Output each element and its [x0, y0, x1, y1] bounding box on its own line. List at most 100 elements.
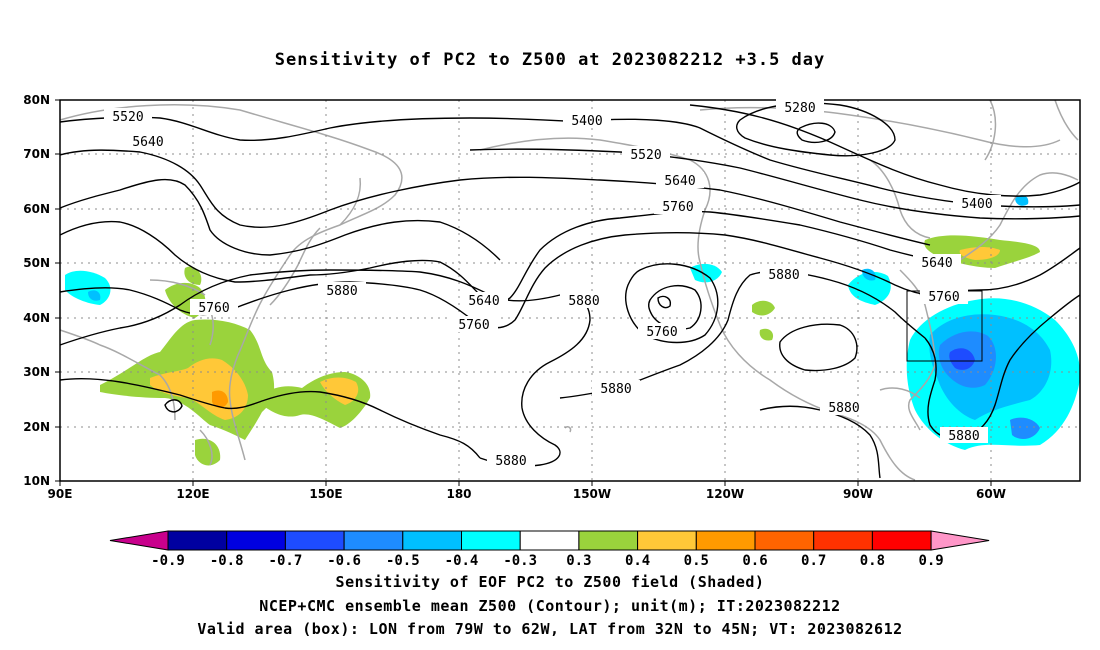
contour-label: 5760	[646, 325, 677, 340]
shade-yellow-canada	[959, 247, 1000, 260]
coast-hawaii	[564, 426, 572, 433]
colorbar-label: 0.3	[566, 553, 591, 569]
contour-label: 5400	[571, 114, 602, 129]
lon-label: 90W	[843, 487, 873, 501]
colorbar-label: -0.9	[151, 553, 185, 569]
lat-label: 80N	[23, 93, 50, 107]
shade-negative-pacificnw	[690, 263, 722, 283]
lat-label: 60N	[23, 202, 50, 216]
contour-label: 5880	[568, 294, 599, 309]
colorbar-label: -0.5	[386, 553, 420, 569]
contour-label: 5280	[784, 101, 815, 116]
lat-label: 10N	[23, 474, 50, 488]
contour-5280-inner	[796, 122, 836, 144]
coast-greenland	[984, 99, 1079, 161]
colorbar-cell	[461, 530, 521, 551]
colorbar-label: -0.4	[445, 553, 479, 569]
colorbar-cell	[695, 530, 756, 551]
contour-label: 5520	[630, 148, 661, 163]
grid-lines	[60, 100, 1080, 481]
contour-5400	[689, 104, 1081, 197]
coast-cuba	[879, 387, 921, 399]
contour-label-extra: 5880	[940, 427, 988, 444]
colorbar-label: 0.9	[918, 553, 943, 569]
colorbar-cell	[637, 530, 697, 551]
lat-label: 70N	[23, 147, 50, 161]
colorbar-label: -0.7	[269, 553, 303, 569]
colorbar: -0.9 -0.8 -0.7 -0.6 -0.5 -0.4 -0.3 0.3 0.4 0.5 0.6…	[109, 530, 990, 569]
colorbar-cell	[343, 530, 404, 551]
colorbar-label: -0.3	[503, 553, 537, 569]
shade-negative-atlantic-4	[949, 348, 975, 370]
tick-marks	[55, 99, 992, 486]
colorbar-cell	[871, 530, 932, 551]
colorbar-cell	[754, 530, 815, 551]
shade-positive-eastasia-4	[195, 438, 221, 466]
contour-label: 5640	[132, 135, 163, 150]
contour-small-asia	[164, 399, 183, 413]
lon-label: 180	[446, 487, 471, 501]
colorbar-cell	[813, 530, 873, 551]
colorbar-cell	[402, 530, 462, 551]
colorbar-label: 0.6	[742, 553, 767, 569]
contour-label: 5880	[828, 401, 859, 416]
contour-label: 5760	[928, 290, 959, 305]
caption-line2: NCEP+CMC ensemble mean Z500 (Contour); u…	[259, 597, 841, 615]
contour-5760-low-outer	[625, 263, 719, 344]
contour-label: 5400	[961, 197, 992, 212]
lon-labels: 90E 120E 150E 180 150W 120W 90W 60W	[48, 487, 1006, 501]
shade-negative-labrador	[1015, 195, 1029, 206]
contour-low-tiny	[657, 295, 672, 309]
contour-5880-south	[59, 377, 481, 459]
coast-alaska	[479, 137, 711, 263]
caption-line3: Valid area (box): LON from 79W to 62W, L…	[197, 620, 903, 638]
lon-label: 150W	[573, 487, 611, 501]
contour-label: 5760	[662, 200, 693, 215]
shade-negative-atlantic-5	[1010, 417, 1040, 440]
contour-5520-b	[469, 148, 1081, 220]
coast-na-west	[699, 261, 916, 481]
lat-labels: 80N 70N 60N 50N 40N 30N 20N 10N	[23, 93, 50, 488]
chart-title: Sensitivity of PC2 to Z500 at 2023082212…	[274, 50, 826, 70]
colorbar-cell	[519, 530, 580, 551]
lon-label: 60W	[976, 487, 1006, 501]
contour-label: 5640	[921, 256, 952, 271]
caption-line1: Sensitivity of EOF PC2 to Z500 field (Sh…	[335, 573, 765, 591]
colorbar-label: 0.7	[801, 553, 826, 569]
coastlines	[59, 99, 1079, 481]
shade-negative-west-2	[88, 290, 101, 301]
contour-labels: 5520 5640 5400 5280 5520 5640 5760 5400 …	[104, 99, 1001, 469]
colorbar-label: 0.8	[860, 553, 885, 569]
map-frame	[59, 99, 1081, 482]
shaded-sensitivity	[65, 195, 1081, 466]
coast-hudson	[869, 159, 931, 239]
contour-label: 5760	[198, 301, 229, 316]
colorbar-cell	[167, 530, 228, 551]
lon-label: 120E	[176, 487, 209, 501]
contour-5400-b	[599, 118, 1081, 208]
shade-negative-greatlakes	[848, 271, 891, 305]
colorbar-label: -0.8	[210, 553, 244, 569]
contour-label: 5880	[326, 284, 357, 299]
shade-positive-mexico	[752, 300, 775, 316]
contour-label: 5880	[948, 429, 979, 444]
contour-label: 5640	[468, 294, 499, 309]
coast-philippines	[199, 429, 213, 466]
colorbar-label: 0.4	[625, 553, 650, 569]
contour-label: 5520	[112, 110, 143, 125]
contour-5760-low	[647, 284, 702, 330]
colorbar-cell	[226, 530, 286, 551]
contour-5760-a	[59, 178, 501, 261]
colorbar-cell	[578, 530, 639, 551]
contour-label: 5880	[495, 454, 526, 469]
lat-label: 40N	[23, 311, 50, 325]
lon-label: 150E	[309, 487, 342, 501]
contour-label: 5880	[600, 382, 631, 397]
shade-orange-eastasia	[212, 390, 228, 408]
coast-kamchatka	[339, 177, 362, 226]
lon-label: 120W	[706, 487, 744, 501]
lon-label: 90E	[48, 487, 73, 501]
shade-positive-mexico-2	[759, 328, 774, 341]
colorbar-label: 0.5	[684, 553, 709, 569]
